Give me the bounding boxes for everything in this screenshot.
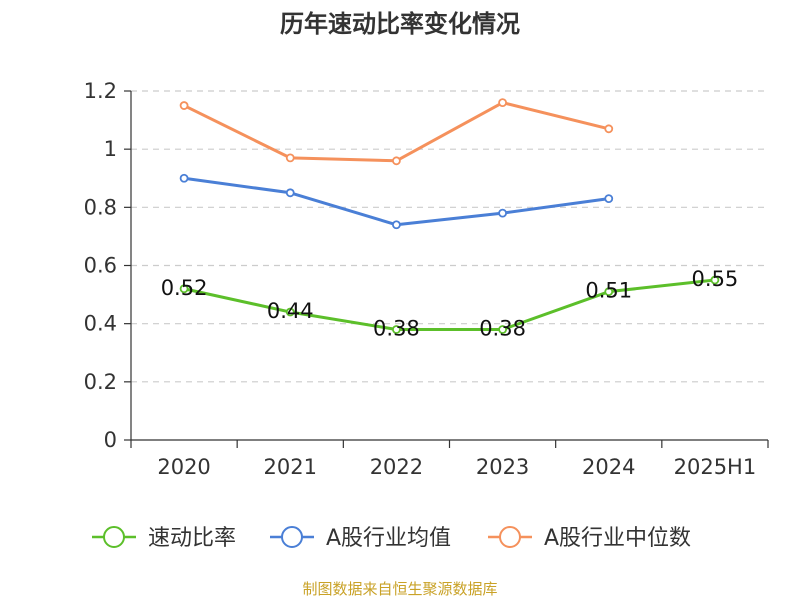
series-lines	[179, 98, 720, 334]
legend-label: A股行业中位数	[544, 526, 691, 551]
data-point	[604, 194, 614, 204]
y-tick-label: 0.2	[84, 370, 117, 394]
legend-label: A股行业均值	[326, 526, 451, 551]
data-point	[604, 124, 614, 134]
data-point	[498, 325, 507, 334]
x-tick-label: 2023	[476, 455, 529, 479]
data-point	[285, 153, 295, 163]
data-point	[604, 287, 614, 297]
data-label: 0.44	[267, 299, 314, 323]
legend: 速动比率 A股行业均值 A股行业中位数	[92, 526, 691, 551]
axes: 0 0.2 0.4 0.6 0.8 1 1.2 2020 2021 2022 2023 2024 202…	[84, 79, 769, 479]
series-line	[183, 101, 610, 163]
source-note: 制图数据来自恒生聚源数据库	[302, 580, 497, 598]
data-labels: 0.52 0.44 0.38 0.38 0.51 0.55	[161, 267, 739, 340]
grid-lines	[131, 90, 768, 383]
y-tick-label: 1.2	[84, 79, 117, 103]
data-label: 0.51	[585, 279, 632, 303]
data-point	[285, 307, 295, 317]
data-label: 0.52	[161, 276, 208, 300]
y-tick-label: 0.8	[84, 195, 117, 219]
y-tick-label: 0.4	[84, 312, 117, 336]
x-tick-label: 2025H1	[674, 455, 757, 479]
y-tick-label: 0.6	[84, 254, 117, 278]
data-point	[710, 275, 720, 285]
data-point	[392, 156, 401, 166]
y-tick-label: 1	[104, 137, 117, 161]
legend-marker	[499, 526, 521, 548]
data-label: 0.55	[692, 267, 739, 291]
legend-marker	[281, 526, 303, 548]
x-tick-label: 2024	[582, 455, 635, 479]
series-line	[183, 176, 609, 227]
x-tick-label: 2022	[370, 455, 423, 479]
legend-label: 速动比率	[148, 526, 236, 551]
legend-marker	[103, 526, 125, 548]
y-tick-label: 0	[104, 428, 117, 452]
data-point	[179, 284, 189, 294]
x-tick-label: 2021	[264, 455, 317, 479]
data-point	[285, 188, 295, 198]
data-point	[392, 220, 401, 230]
data-point	[179, 101, 189, 110]
data-point	[179, 173, 189, 183]
data-point	[392, 325, 401, 334]
series-line	[183, 278, 716, 331]
data-point	[498, 98, 507, 108]
data-label: 0.38	[373, 316, 420, 340]
data-label: 0.38	[479, 316, 526, 340]
chart-title: 历年速动比率变化情况	[280, 10, 520, 38]
x-tick-label: 2020	[157, 455, 210, 479]
data-point	[498, 208, 507, 218]
